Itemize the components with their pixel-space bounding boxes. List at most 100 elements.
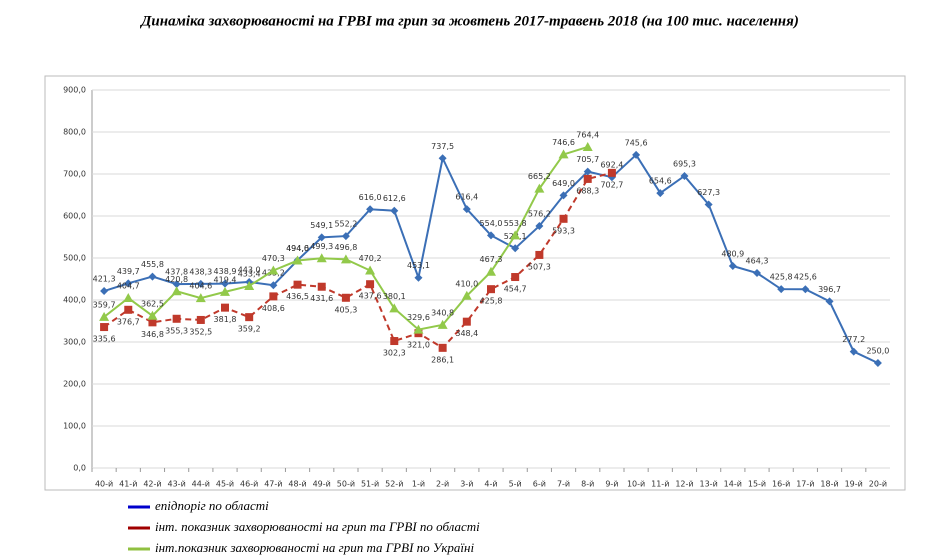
data-label: 404,6 [189, 282, 212, 291]
point [366, 280, 375, 289]
data-label: 438,3 [189, 267, 212, 276]
data-label: 443,0 [238, 265, 261, 274]
data-label: 499,3 [310, 242, 333, 251]
x-tick-label: 20-й [869, 480, 887, 489]
data-label: 420,8 [165, 275, 188, 284]
data-label: 553,8 [504, 219, 527, 228]
y-tick-label: 700,0 [63, 170, 86, 179]
point [269, 281, 278, 290]
point [558, 149, 569, 159]
data-label: 616,0 [359, 193, 382, 202]
point [172, 280, 181, 289]
y-tick-label: 500,0 [63, 254, 86, 263]
x-tick-label: 8-й [581, 480, 594, 489]
data-label: 576,2 [528, 209, 551, 218]
data-label: 352,5 [189, 327, 212, 336]
point [220, 286, 230, 296]
data-label: 454,7 [504, 285, 527, 294]
point [487, 285, 495, 294]
data-label: 665,2 [528, 172, 551, 181]
data-label: 419,4 [214, 275, 237, 284]
y-tick-label: 100,0 [63, 422, 86, 431]
point [535, 221, 544, 230]
point [438, 343, 447, 352]
data-label: 764,4 [576, 130, 599, 139]
data-label: 404,7 [117, 282, 140, 291]
point [221, 303, 229, 312]
x-tick-label: 11-й [651, 480, 669, 489]
data-label: 616,4 [455, 193, 478, 202]
x-tick-label: 6-й [533, 480, 546, 489]
point [414, 273, 423, 282]
point [171, 286, 182, 296]
data-label: 396,7 [818, 285, 841, 294]
data-label: 340,8 [431, 308, 454, 317]
point [123, 293, 134, 303]
point [632, 150, 641, 159]
point [437, 319, 448, 329]
point [340, 254, 351, 264]
data-label: 359,7 [93, 300, 116, 309]
data-label: 439,7 [117, 267, 140, 276]
point [535, 250, 544, 259]
y-tick-label: 300,0 [63, 338, 86, 347]
data-label: 405,3 [334, 305, 357, 314]
data-label: 437,8 [165, 268, 188, 277]
point [196, 279, 205, 288]
point [534, 183, 545, 193]
data-label: 329,6 [407, 313, 430, 322]
point [801, 285, 810, 294]
data-label: 480,9 [721, 250, 744, 259]
point [124, 279, 133, 288]
data-label: 654,6 [649, 177, 672, 186]
point [148, 272, 157, 281]
x-tick-label: 7-й [557, 480, 570, 489]
legend-label: епідпоріг по області [155, 498, 269, 513]
x-tick-label: 1-й [412, 480, 425, 489]
data-label: 549,1 [310, 221, 333, 230]
data-label: 302,3 [383, 349, 406, 358]
y-tick-label: 800,0 [63, 128, 86, 137]
data-label: 277,2 [842, 335, 865, 344]
data-label: 421,3 [93, 275, 116, 284]
x-tick-label: 44-й [192, 480, 210, 489]
data-label: 355,3 [165, 326, 188, 335]
y-tick-label: 400,0 [63, 296, 86, 305]
point [413, 324, 424, 334]
data-label: 467,3 [480, 255, 503, 264]
data-label: 692,4 [600, 161, 623, 170]
point [293, 280, 302, 289]
data-label: 425,8 [770, 273, 793, 282]
data-label: 425,6 [794, 273, 817, 282]
data-label: 507,3 [528, 262, 551, 271]
point [559, 191, 568, 200]
chart-title: Динаміка захворюваності на ГРВІ та грип … [139, 13, 799, 29]
data-label: 464,3 [746, 256, 769, 265]
y-tick-label: 0,0 [73, 464, 86, 473]
x-tick-label: 12-й [675, 480, 693, 489]
data-label: 470,2 [359, 254, 382, 263]
x-tick-label: 4-й [484, 480, 497, 489]
point [99, 311, 110, 321]
point [148, 318, 157, 327]
data-label: 321,0 [407, 341, 430, 350]
data-label: 496,8 [334, 243, 357, 252]
data-label: 649,0 [552, 179, 575, 188]
point [196, 315, 205, 324]
point [728, 262, 737, 271]
point [317, 282, 326, 291]
data-label: 408,6 [262, 304, 285, 313]
data-label: 362,5 [141, 299, 164, 308]
data-label: 431,6 [310, 294, 333, 303]
series-line [103, 171, 613, 350]
point [462, 317, 471, 326]
x-tick-label: 43-й [168, 480, 186, 489]
data-label: 746,6 [552, 138, 575, 147]
data-label: 554,0 [480, 219, 503, 228]
x-tick-label: 52-й [385, 480, 403, 489]
x-tick-label: 50-й [337, 480, 355, 489]
data-label: 688,3 [576, 186, 599, 195]
point [583, 174, 592, 183]
x-tick-label: 51-й [361, 480, 379, 489]
